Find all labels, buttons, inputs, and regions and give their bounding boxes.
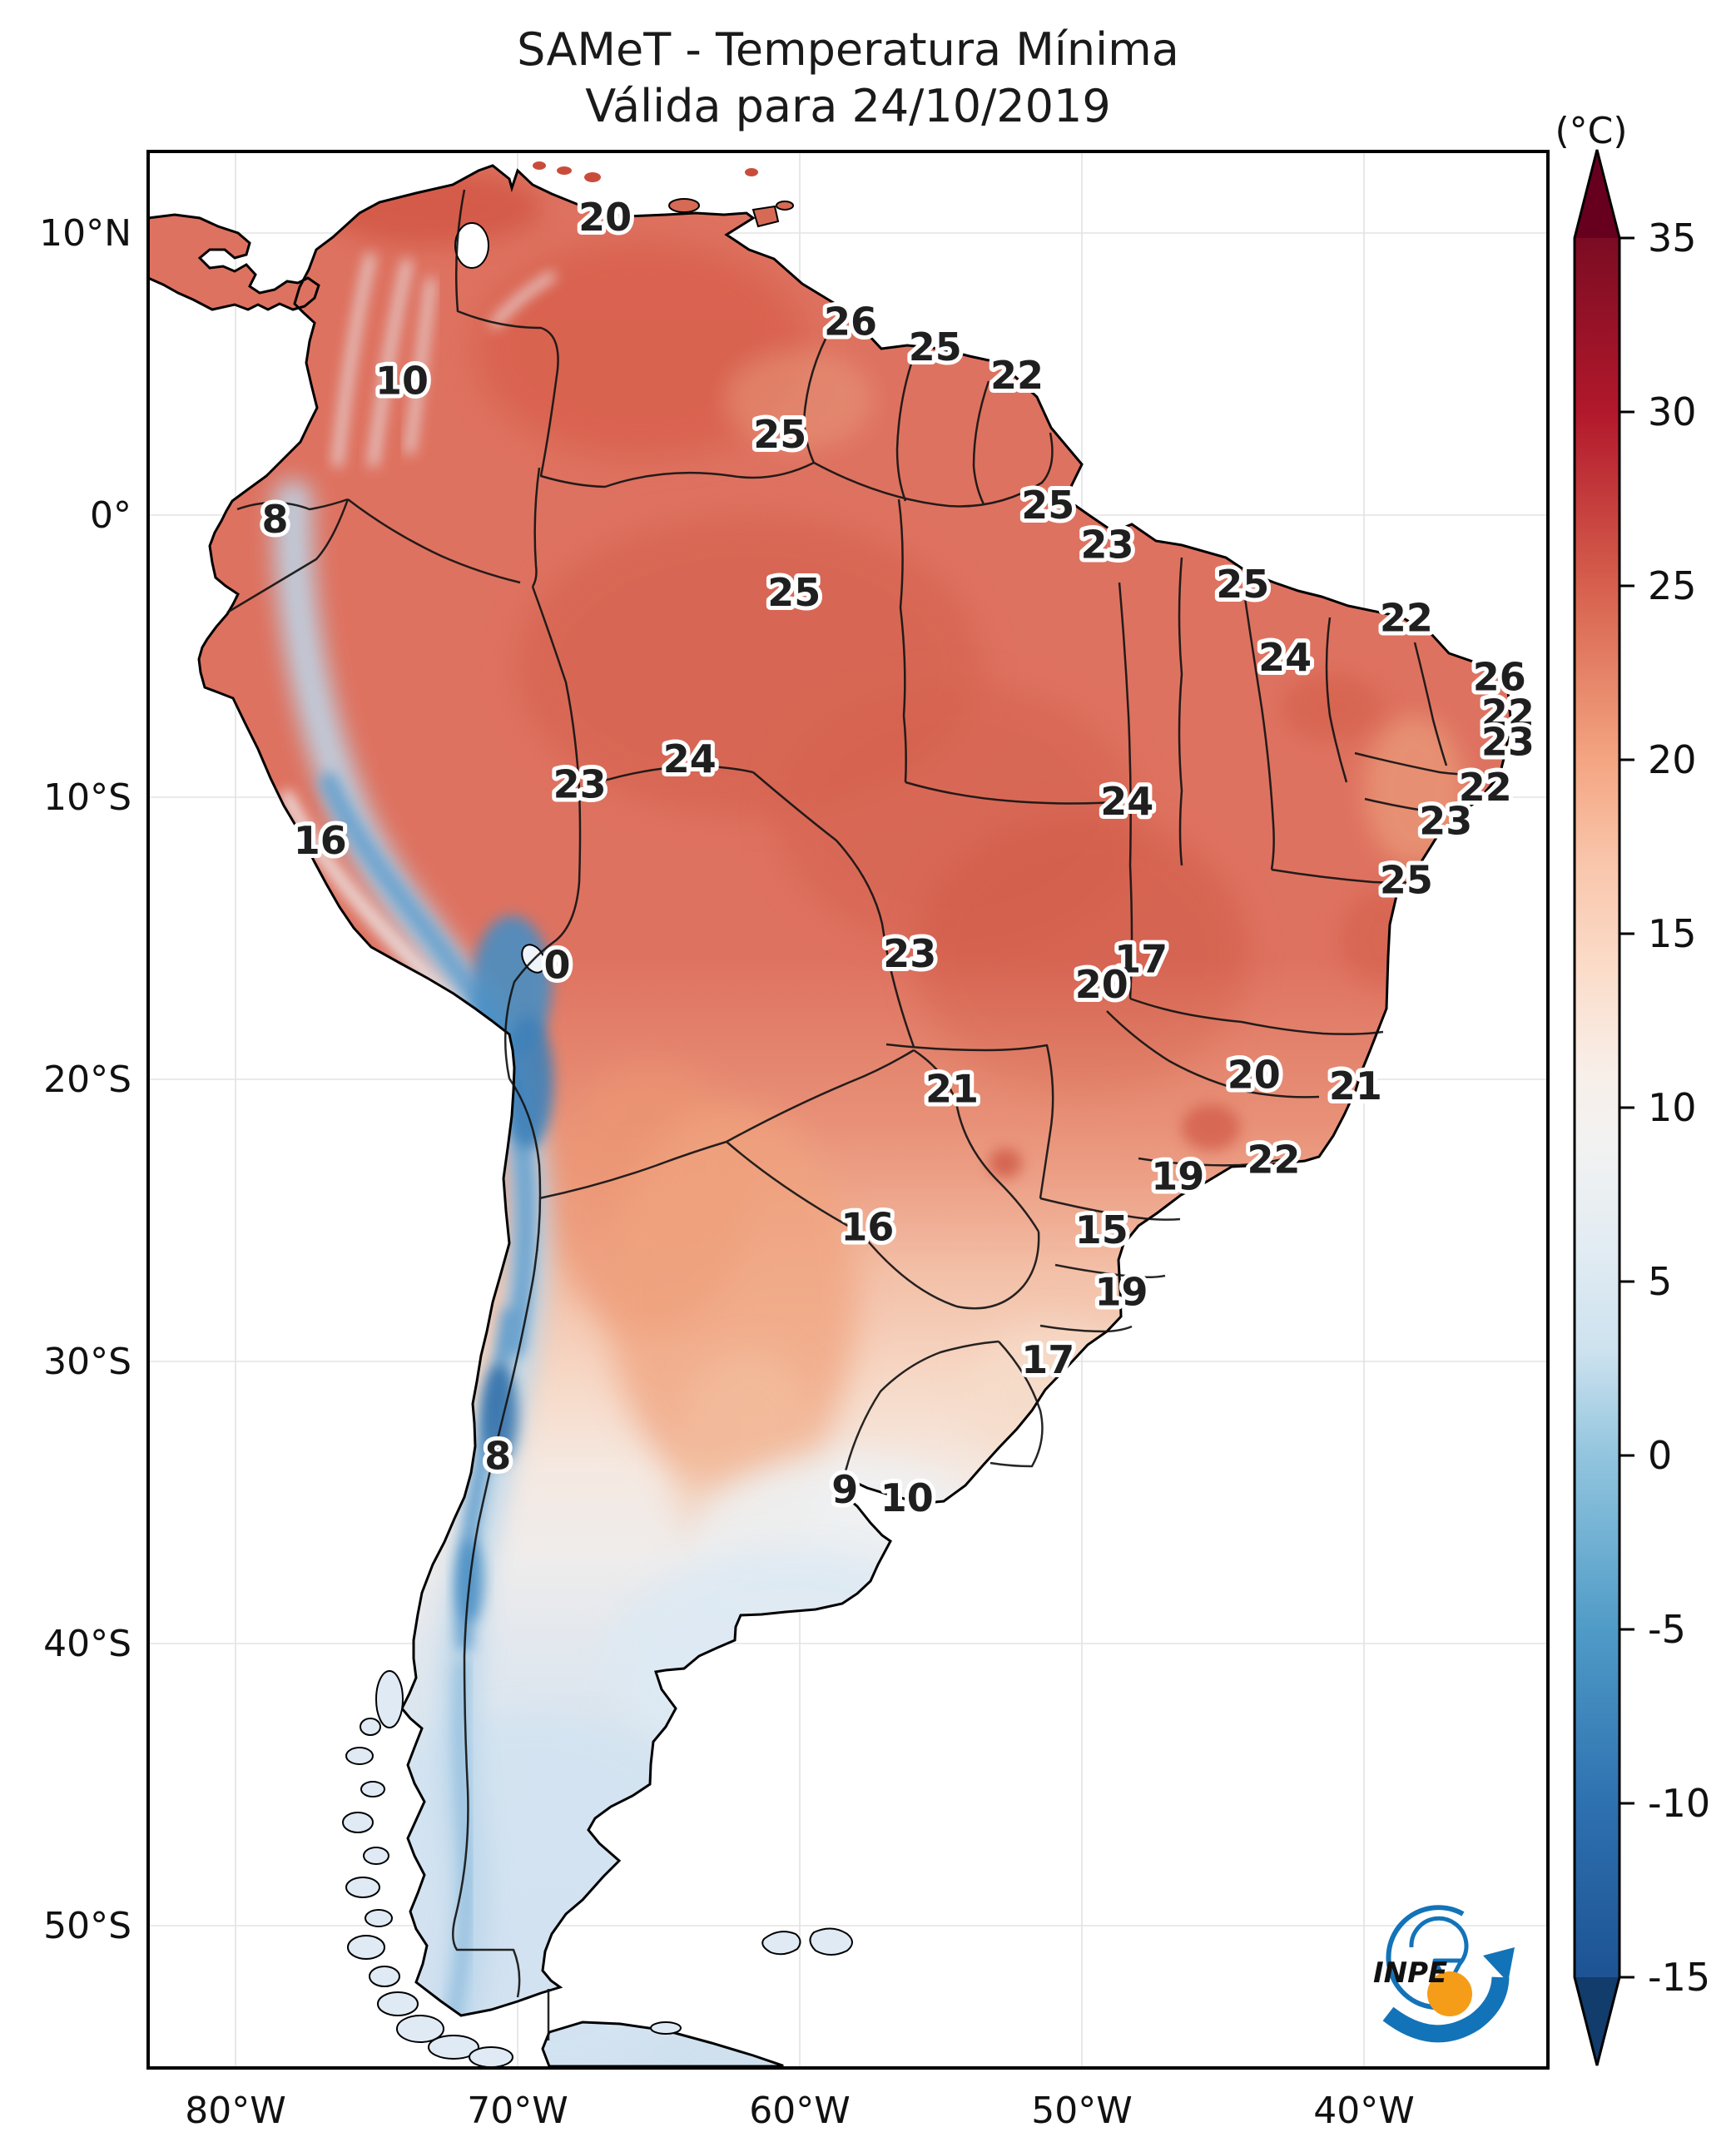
lat-tick-label: 50°S [43,1905,131,1947]
temp-label: 20 [1075,962,1128,1007]
map-frame [146,150,1550,2070]
temp-label: 22 [1481,692,1535,736]
lon-tick-label: 50°W [1031,2090,1133,2132]
colorbar-extend-above-arrow [1575,150,1619,238]
colorbar-tick-label: 5 [1648,1259,1672,1304]
temp-label: 16 [841,1205,894,1250]
temp-label: 25 [1021,483,1074,528]
inpe-logo: INPE [1373,1905,1515,2043]
temp-label: 21 [1329,1064,1382,1108]
lat-tick-label: 0° [90,494,131,537]
inpe-logo-text: INPE [1373,1956,1447,1990]
temp-label: 25 [1380,858,1433,903]
colorbar-tick-labels: 35 30 25 20 15 10 5 0 -5 -10 -15 [1619,216,1710,2000]
temp-label: 25 [1216,562,1269,607]
inpe-logo-arrowhead-icon [1483,1947,1515,1982]
country-and-state-borders [226,189,1489,2040]
colorbar-tick-label: 35 [1648,216,1697,260]
colorbar: (°C) 35 30 25 20 15 10 5 0 -5 -10 -15 [1555,110,1710,2066]
temp-label: 24 [663,736,717,781]
lon-tick-label: 80°W [185,2090,286,2132]
temp-label: 20 [1228,1053,1281,1098]
colorbar-tick-label: -5 [1648,1607,1686,1652]
temp-label: 21 [925,1067,979,1112]
temp-label: 16 [294,818,347,863]
temp-label: 23 [883,931,936,976]
temp-label: 22 [1459,765,1512,810]
temp-label: 23 [1081,522,1134,567]
temp-label: 8 [261,497,288,542]
colorbar-tick-label: -15 [1648,1955,1710,2000]
colorbar-gradient [1575,238,1619,1977]
temp-label: 19 [1094,1270,1148,1315]
temp-label: 15 [1075,1207,1128,1252]
figure-title: SAMeT - Temperatura Mínima [517,23,1179,76]
temp-label: 9 [831,1467,858,1512]
temp-label: 17 [1114,937,1168,982]
temp-label: 23 [553,761,607,806]
colorbar-extend-below-arrow [1575,1977,1619,2065]
temp-label: 26 [824,299,877,344]
lat-tick-label: 40°S [43,1623,131,1665]
temp-label: 25 [909,325,962,369]
inpe-logo-swoosh-icon [1382,1976,1510,2043]
colorbar-tick-label: 10 [1648,1085,1697,1130]
figure-subtitle: Válida para 24/10/2019 [585,80,1110,132]
temp-label: 22 [990,353,1044,398]
longitude-axis-labels: 80°W 70°W 60°W 50°W 40°W [185,2090,1415,2132]
lat-tick-label: 10°S [43,776,131,819]
lon-tick-label: 70°W [467,2090,568,2132]
colorbar-tick-label: 25 [1648,563,1697,608]
temp-label: 10 [375,359,429,404]
lat-tick-label: 30°S [43,1341,131,1383]
temp-label: 23 [1481,720,1535,765]
temp-label: 25 [753,412,806,457]
temp-label: 0 [543,942,570,987]
temp-label: 17 [1021,1337,1074,1382]
temp-label: 8 [484,1433,511,1478]
lon-tick-label: 40°W [1313,2090,1415,2132]
colorbar-tick-label: 15 [1648,911,1697,956]
colorbar-unit-label: (°C) [1555,110,1627,152]
inpe-logo-orange-dot-icon [1427,1971,1472,2016]
temp-label: 20 [578,195,632,240]
colorbar-tick-label: -10 [1648,1781,1710,1826]
temp-label: 25 [767,570,821,615]
temp-label: 19 [1151,1154,1204,1199]
lat-tick-label: 20°S [43,1059,131,1101]
temp-label: 24 [1100,779,1153,824]
islands-and-lakes [342,161,853,2068]
temp-label: 26 [1473,655,1526,700]
temp-label: 22 [1247,1137,1301,1182]
lon-tick-label: 60°W [749,2090,851,2132]
temp-label: 24 [1258,635,1312,680]
colorbar-tick-label: 30 [1648,389,1697,434]
colorbar-tick-label: 0 [1648,1433,1672,1478]
temp-label: 22 [1380,595,1433,640]
colorbar-tick-label: 20 [1648,737,1697,782]
temp-label: 23 [1419,799,1472,844]
temp-label: 10 [880,1475,934,1520]
latitude-axis-labels: 10°N 0° 10°S 20°S 30°S 40°S 50°S [39,212,131,1947]
lat-tick-label: 10°N [39,212,131,255]
